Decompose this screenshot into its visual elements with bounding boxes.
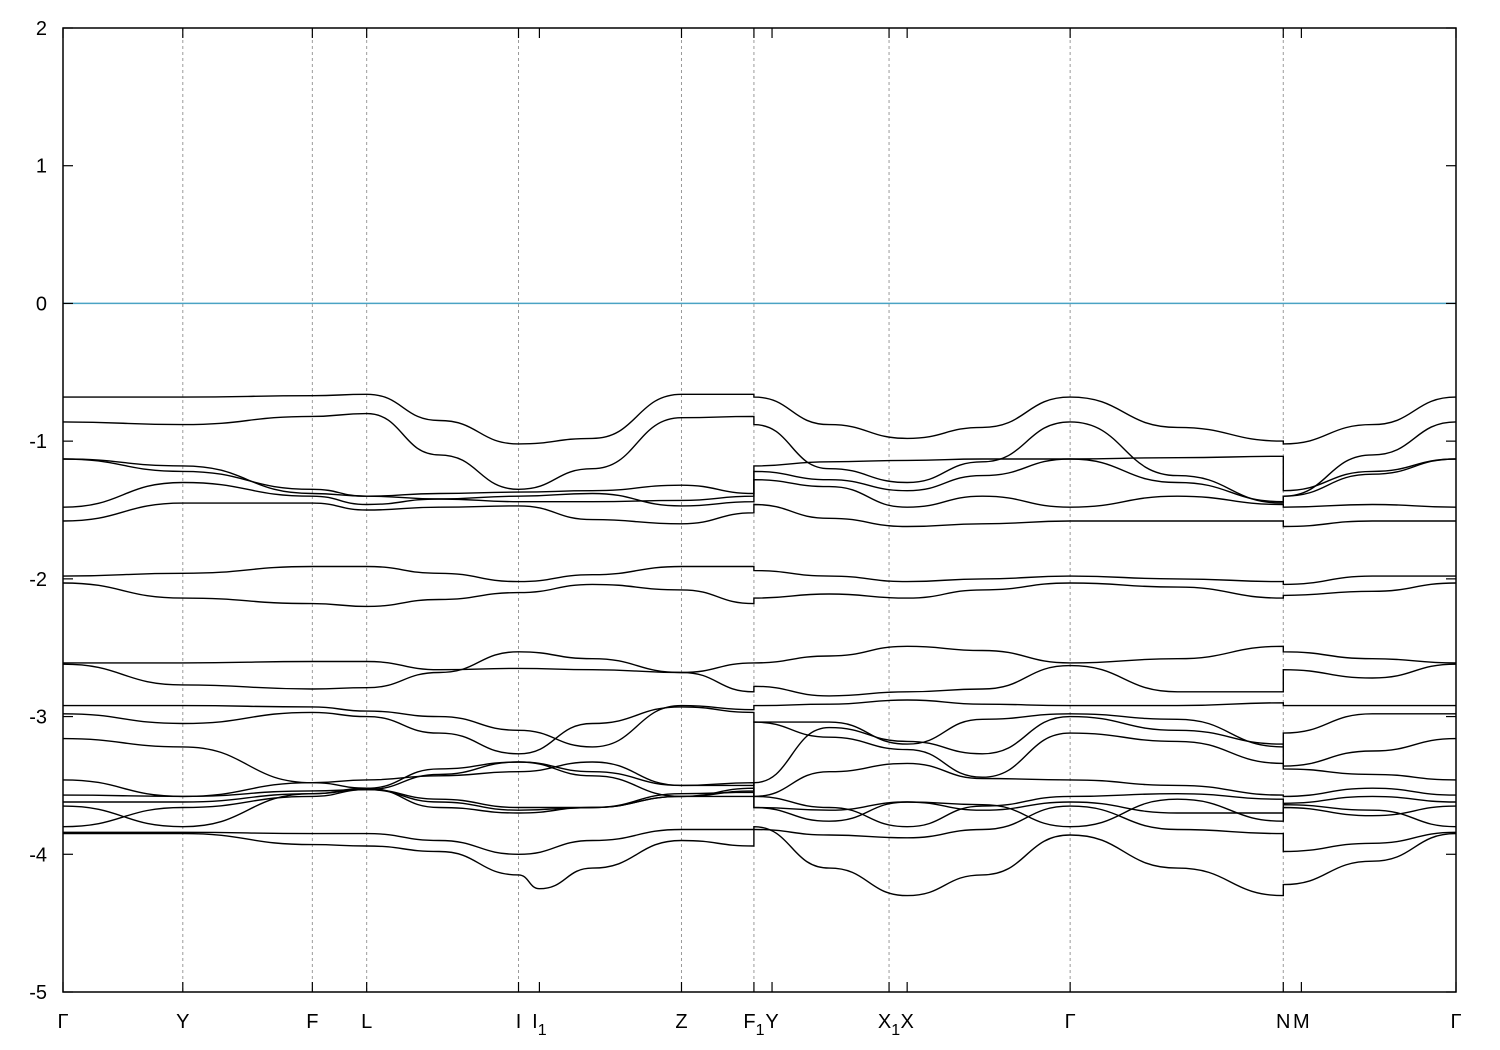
kpoint-label: Y xyxy=(765,1011,778,1033)
y-tick-label: -3 xyxy=(29,707,47,729)
band-line-2 xyxy=(62,412,1457,504)
kpoint-label-symbol: Γ xyxy=(1450,1011,1461,1033)
band-line-9 xyxy=(63,645,1457,674)
y-tick-label: -5 xyxy=(29,982,47,1004)
band-line-18 xyxy=(62,788,1457,828)
kpoint-label: Γ xyxy=(1450,1011,1461,1033)
band-line-20 xyxy=(63,825,1457,897)
band-line-3 xyxy=(62,455,1457,497)
kpoint-label: Y xyxy=(176,1011,189,1033)
band-line-7 xyxy=(62,565,1456,586)
band-line-19 xyxy=(63,805,1457,856)
kpoint-label: Γ xyxy=(57,1011,68,1033)
kpoint-label-symbol: Z xyxy=(675,1011,687,1033)
y-tick-label: -4 xyxy=(29,844,47,866)
kpoint-label: X1 xyxy=(878,1011,900,1039)
kpoint-label-symbol: X xyxy=(878,1011,891,1033)
kpoint-label: N xyxy=(1276,1011,1290,1033)
band-line-13 xyxy=(62,715,1457,789)
kpoint-label: I xyxy=(516,1011,522,1033)
kpoint-label-symbol: L xyxy=(361,1011,372,1033)
kpoint-label-symbol: Γ xyxy=(57,1011,68,1033)
band-lines xyxy=(62,393,1457,897)
kpoint-label-subscript: 1 xyxy=(538,1022,547,1039)
y-tick-label: -2 xyxy=(29,569,47,591)
band-line-12 xyxy=(62,706,1456,755)
kpoint-label: I1 xyxy=(532,1011,547,1039)
band-line-10 xyxy=(62,651,1457,697)
x-axis-ticks: Γ Y F L I I1 Z F1 Y X1 X Γ N M Γ xyxy=(57,28,1462,1039)
kpoint-label-symbol: N xyxy=(1276,1011,1290,1033)
kpoint-label: L xyxy=(361,1011,372,1033)
y-tick-label: 1 xyxy=(36,156,47,178)
kpoint-label: X xyxy=(900,1011,913,1033)
band-line-4 xyxy=(62,458,1457,503)
kpoint-label-subscript: 1 xyxy=(891,1022,900,1039)
kpoint-label-symbol: I xyxy=(516,1011,522,1033)
y-axis-ticks: 2 1 0 -1 -2 -3 -4 -5 xyxy=(29,18,1456,1004)
kpoint-label-symbol: X xyxy=(900,1011,913,1033)
y-tick-label: -1 xyxy=(29,431,47,453)
band-line-6 xyxy=(62,502,1456,528)
kpoint-label-symbol: I xyxy=(532,1011,538,1033)
kpoint-label-symbol: Γ xyxy=(1065,1011,1076,1033)
band-line-8 xyxy=(62,582,1457,608)
kpoint-label-symbol: F xyxy=(743,1011,755,1033)
kpoint-label-symbol: Y xyxy=(765,1011,778,1033)
band-line-1 xyxy=(63,393,1457,445)
y-tick-label: 2 xyxy=(36,18,47,40)
kpoint-label-subscript: 1 xyxy=(756,1022,765,1039)
kpoint-label: F1 xyxy=(743,1011,764,1039)
kpoint-label-symbol: Y xyxy=(176,1011,189,1033)
plot-frame xyxy=(62,27,1457,993)
kpoint-label: F xyxy=(306,1011,318,1033)
kpoint-label-symbol: M xyxy=(1293,1011,1310,1033)
band-line-15 xyxy=(62,761,1457,798)
band-line-11 xyxy=(63,699,1456,748)
kpoint-label-symbol: F xyxy=(306,1011,318,1033)
band-line-5 xyxy=(62,478,1457,508)
kpoint-label: Z xyxy=(675,1011,687,1033)
y-tick-label: 0 xyxy=(36,293,47,315)
kpoint-label: Γ xyxy=(1065,1011,1076,1033)
kpoint-label: M xyxy=(1293,1011,1310,1033)
